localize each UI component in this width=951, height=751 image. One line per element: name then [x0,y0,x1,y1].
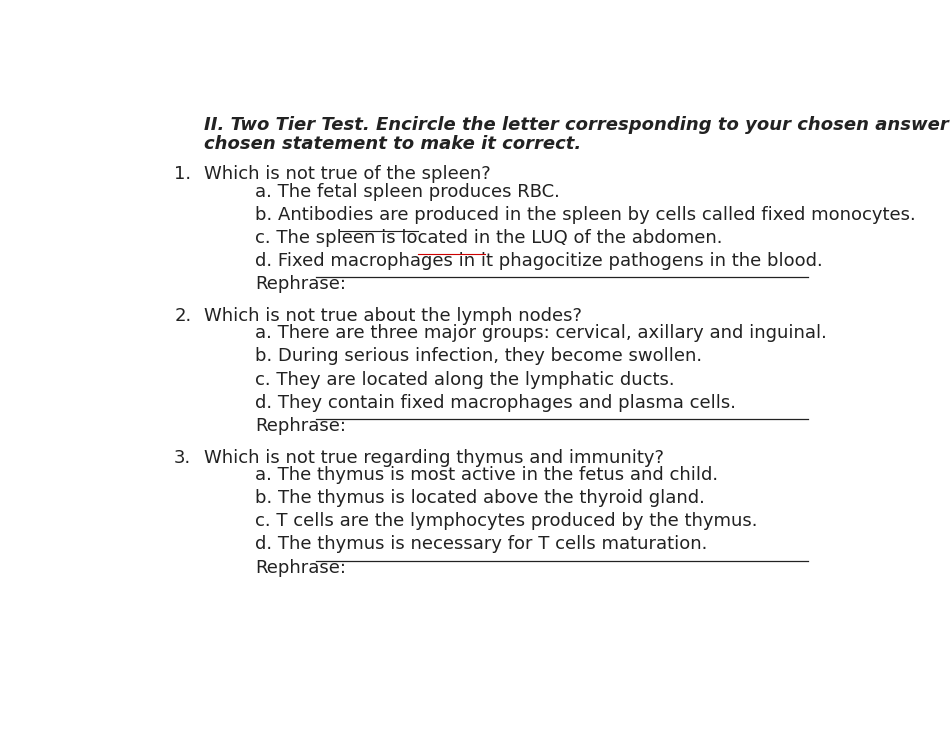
Text: c. They are located along the lymphatic ducts.: c. They are located along the lymphatic … [255,370,675,388]
Text: Rephrase:: Rephrase: [255,559,346,577]
Text: Which is not true of the spleen?: Which is not true of the spleen? [204,165,491,183]
Text: II. Two Tier Test. Encircle the letter corresponding to your chosen answer then : II. Two Tier Test. Encircle the letter c… [204,116,951,134]
Text: d. Fixed macrophages in it phagocitize pathogens in the blood.: d. Fixed macrophages in it phagocitize p… [255,252,823,270]
Text: Rephrase:: Rephrase: [255,417,346,435]
Text: a. There are three major groups: cervical, axillary and inguinal.: a. There are three major groups: cervica… [255,324,827,342]
Text: c. T cells are the lymphocytes produced by the thymus.: c. T cells are the lymphocytes produced … [255,512,758,530]
Text: d. The thymus is necessary for T cells maturation.: d. The thymus is necessary for T cells m… [255,535,708,553]
Text: 1.: 1. [174,165,191,183]
Text: b. The thymus is located above the thyroid gland.: b. The thymus is located above the thyro… [255,489,705,507]
Text: b. During serious infection, they become swollen.: b. During serious infection, they become… [255,348,703,366]
Text: 2.: 2. [174,307,191,325]
Text: c. The spleen is located in the LUQ of the abdomen.: c. The spleen is located in the LUQ of t… [255,229,723,247]
Text: Which is not true regarding thymus and immunity?: Which is not true regarding thymus and i… [204,448,664,466]
Text: b. Antibodies are produced in the spleen by cells called fixed monocytes.: b. Antibodies are produced in the spleen… [255,206,916,224]
Text: 3.: 3. [174,448,191,466]
Text: chosen statement to make it correct.: chosen statement to make it correct. [204,135,581,153]
Text: a. The thymus is most active in the fetus and child.: a. The thymus is most active in the fetu… [255,466,718,484]
Text: Which is not true about the lymph nodes?: Which is not true about the lymph nodes? [204,307,582,325]
Text: d. They contain fixed macrophages and plasma cells.: d. They contain fixed macrophages and pl… [255,394,736,412]
Text: a. The fetal spleen produces RBC.: a. The fetal spleen produces RBC. [255,182,560,201]
Text: Rephrase:: Rephrase: [255,275,346,293]
